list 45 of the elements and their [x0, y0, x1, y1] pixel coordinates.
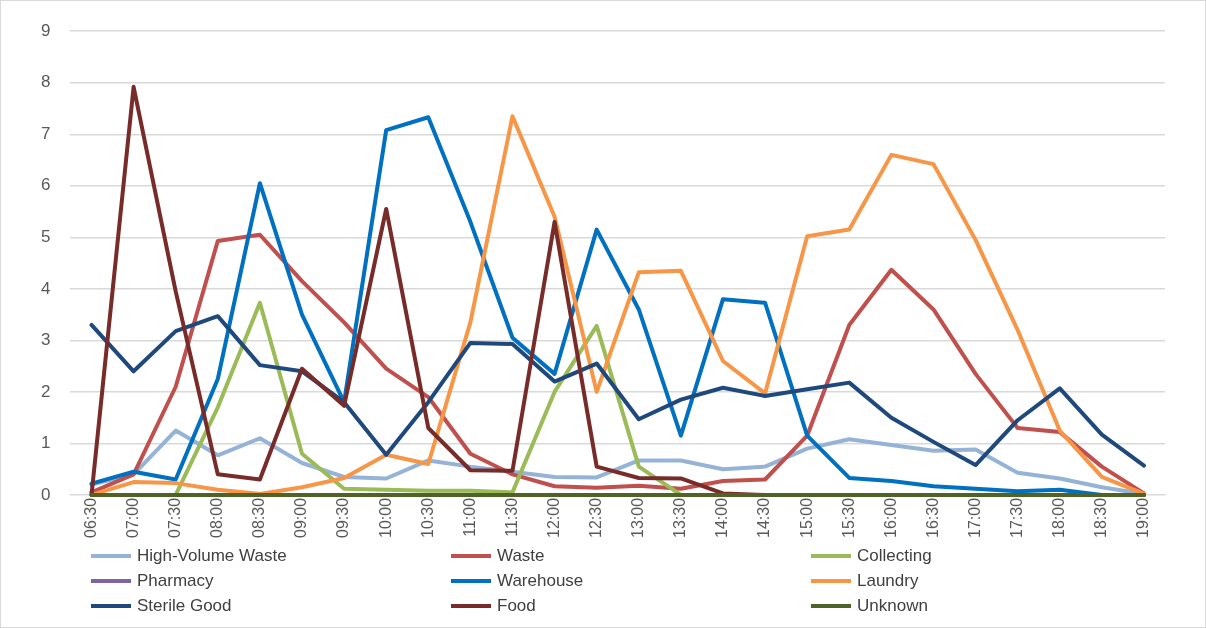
x-tick-label: 10:00 — [376, 497, 394, 539]
legend-label: Sterile Good — [137, 596, 232, 616]
y-tick-label: 1 — [40, 433, 51, 453]
legend-label: Laundry — [857, 571, 919, 591]
legend-label: Warehouse — [497, 571, 584, 591]
x-tick-label: 15:00 — [797, 497, 815, 539]
legend-label: High-Volume Waste — [137, 546, 287, 566]
x-tick-label: 19:00 — [1134, 497, 1152, 539]
x-tick-label: 16:00 — [881, 497, 899, 539]
x-tick-label: 16:30 — [923, 497, 941, 539]
x-tick-label: 07:30 — [166, 497, 184, 539]
y-tick-label: 2 — [40, 381, 51, 401]
y-tick-label: 4 — [40, 278, 51, 298]
y-tick-label: 5 — [40, 227, 51, 246]
x-tick-label: 13:00 — [629, 497, 647, 539]
x-tick-label: 18:30 — [1092, 497, 1110, 539]
x-tick-label: 06:30 — [81, 497, 99, 539]
legend-label: Waste — [497, 546, 545, 566]
x-tick-label: 15:30 — [839, 497, 857, 539]
y-tick-label: 8 — [40, 72, 51, 92]
x-tick-label: 17:00 — [965, 497, 983, 539]
x-tick-label: 08:00 — [208, 497, 226, 539]
x-tick-label: 08:30 — [250, 497, 268, 539]
x-tick-label: 09:00 — [292, 497, 310, 539]
legend-label: Collecting — [857, 546, 932, 566]
y-tick-label: 3 — [40, 330, 51, 350]
x-tick-label: 18:00 — [1050, 497, 1068, 539]
legend-label: Pharmacy — [137, 571, 214, 591]
x-tick-label: 11:30 — [502, 497, 520, 537]
x-tick-label: 13:30 — [671, 497, 689, 539]
x-tick-label: 12:00 — [544, 497, 562, 539]
y-tick-label: 6 — [40, 175, 51, 195]
x-tick-label: 14:00 — [713, 497, 731, 539]
x-tick-label: 14:30 — [755, 497, 773, 539]
x-tick-label: 09:30 — [334, 497, 352, 539]
y-tick-label: 7 — [40, 123, 51, 143]
x-tick-label: 07:00 — [124, 497, 142, 539]
x-tick-label: 10:30 — [418, 497, 436, 539]
x-tick-label: 11:00 — [460, 497, 478, 537]
y-tick-label: 0 — [40, 484, 51, 504]
x-tick-label: 17:30 — [1008, 497, 1026, 539]
x-tick-label: 12:30 — [587, 497, 605, 539]
legend-label: Food — [497, 596, 536, 616]
y-tick-label: 9 — [40, 20, 51, 40]
legend-label: Unknown — [857, 596, 928, 616]
